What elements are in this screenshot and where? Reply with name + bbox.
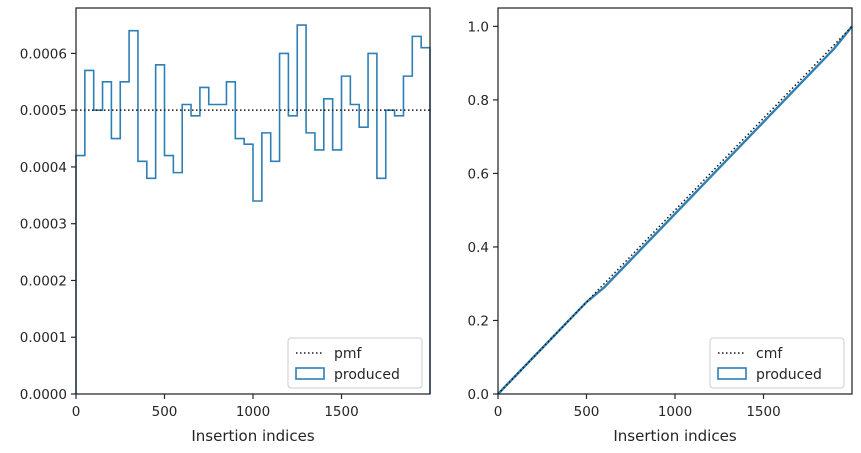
- legend-patch-icon: [295, 367, 325, 380]
- legend: pmf produced: [287, 337, 423, 389]
- legend-box: [287, 337, 423, 389]
- pmf-panel: 0 500 1000 1500 0.0000 0.0001 0.0002 0.0003 0.00…: [20, 7, 431, 445]
- x-axis-label: Insertion indices: [191, 427, 314, 445]
- x-tick-label: 1000: [658, 404, 692, 420]
- y-tick-label: 0.0000: [20, 387, 67, 403]
- legend-patch-icon: [717, 367, 747, 380]
- produced-histogram-step: [75, 24, 431, 394]
- y-tick-label: 1.0: [468, 19, 489, 35]
- x-axis-label: Insertion indices: [613, 427, 736, 445]
- cmf-line: [497, 25, 853, 395]
- x-tick-label: 0: [494, 404, 503, 420]
- legend: cmf produced: [709, 337, 845, 389]
- x-tick-label: 500: [152, 404, 178, 420]
- x-tick-label: 1000: [236, 404, 270, 420]
- y-tick-label: 0.2: [468, 313, 489, 329]
- x-tick-label: 1500: [746, 404, 780, 420]
- legend-label: produced: [334, 367, 400, 383]
- legend-label: cmf: [756, 346, 783, 362]
- y-tick-label: 0.0005: [20, 103, 67, 119]
- y-tick-label: 0.6: [468, 166, 489, 182]
- axes-frame: [497, 7, 853, 395]
- y-tick-label: 0.0004: [20, 160, 67, 176]
- y-tick-label: 0.0003: [20, 217, 67, 233]
- y-tick-label: 0.0002: [20, 273, 67, 289]
- x-tick-label: 0: [72, 404, 81, 420]
- cmf-panel: 0 500 1000 1500 0.0 0.2 0.4 0.6 0.8 1.0 Insertion …: [468, 7, 853, 445]
- legend-label: produced: [756, 367, 822, 383]
- y-tick-label: 0.8: [468, 93, 489, 109]
- y-tick-label: 0.0006: [20, 46, 67, 62]
- legend-label: pmf: [334, 346, 363, 362]
- y-tick-label: 0.0001: [20, 330, 67, 346]
- y-tick-label: 0.0: [468, 387, 489, 403]
- legend-box: [709, 337, 845, 389]
- x-tick-label: 1500: [324, 404, 358, 420]
- x-tick-label: 500: [574, 404, 600, 420]
- y-tick-label: 0.4: [468, 240, 489, 256]
